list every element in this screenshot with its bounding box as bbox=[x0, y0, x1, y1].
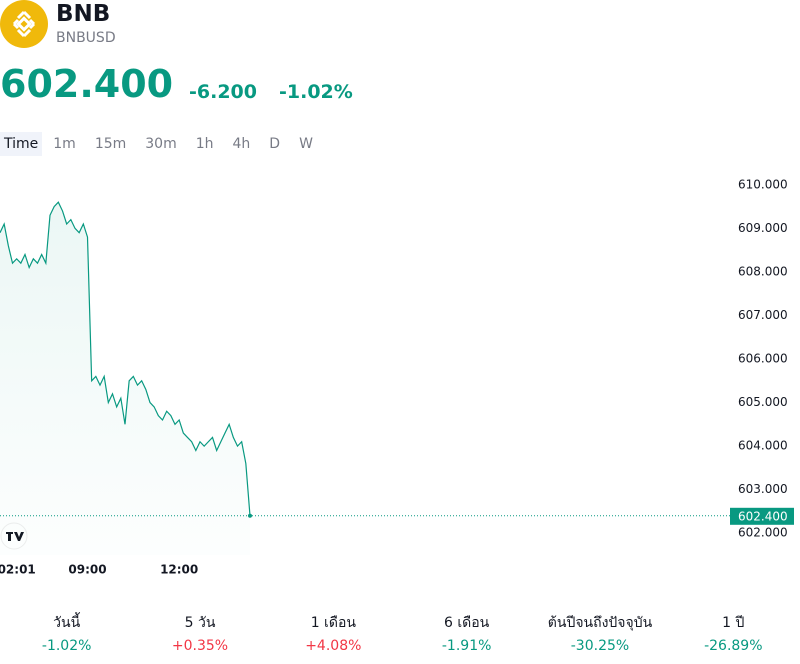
change-percent: -1.02% bbox=[279, 81, 353, 103]
y-tick-label: 610.000 bbox=[738, 177, 788, 191]
performance-value: +4.08% bbox=[305, 638, 362, 654]
performance-value: -30.25% bbox=[570, 638, 630, 654]
last-price-label: 602.400 bbox=[738, 509, 788, 523]
tab[interactable]: D bbox=[269, 136, 281, 152]
performance-item[interactable]: 1 เดือน +4.08% bbox=[267, 612, 400, 654]
performance-label: 1 เดือน bbox=[310, 615, 356, 631]
tabs: Time 1m 15m 30m 1h 4h D W bbox=[0, 132, 324, 156]
performance-value: -26.89% bbox=[704, 638, 763, 654]
x-tick-label: 12:00 bbox=[160, 563, 198, 577]
y-tick-label: 609.000 bbox=[738, 221, 788, 235]
change: -6.200 bbox=[189, 81, 257, 103]
performance-item[interactable]: ต้นปีจนถึงปัจจุบัน -30.25% bbox=[533, 612, 666, 654]
chart: 602.000 603.000 604.000 605.000 606.000 607.0… bbox=[0, 177, 794, 577]
last-point bbox=[248, 513, 252, 518]
performance-label: วันนี้ bbox=[53, 615, 81, 631]
performance: วันนี้ -1.02% 5 วัน +0.35% 1 เดือน +4.08% 6 เด… bbox=[0, 612, 800, 654]
y-tick-label: 603.000 bbox=[738, 482, 788, 496]
y-tick-label: 604.000 bbox=[738, 439, 788, 453]
performance-item[interactable]: วันนี้ -1.02% bbox=[0, 612, 133, 654]
performance-label: 5 วัน bbox=[184, 615, 216, 631]
tab[interactable]: 1h bbox=[195, 136, 214, 152]
tab[interactable]: 30m bbox=[145, 136, 177, 152]
tab[interactable]: 4h bbox=[232, 136, 251, 152]
y-tick-label: 608.000 bbox=[738, 264, 788, 278]
tab[interactable]: W bbox=[299, 136, 313, 152]
performance-value: +0.35% bbox=[171, 638, 229, 654]
performance-label: ต้นปีจนถึงปัจจุบัน bbox=[547, 615, 653, 631]
performance-item[interactable]: 5 วัน +0.35% bbox=[133, 612, 266, 654]
performance-item[interactable]: 6 เดือน -1.91% bbox=[400, 612, 533, 654]
y-tick-label: 602.000 bbox=[738, 526, 788, 540]
y-tick-label: 607.000 bbox=[738, 308, 788, 322]
performance-label: 6 เดือน bbox=[444, 615, 490, 631]
performance-label: 1 ปี bbox=[722, 615, 745, 631]
tab[interactable]: 15m bbox=[94, 136, 127, 152]
symbol: BNB bbox=[56, 1, 111, 27]
x-tick-label: 02:01 bbox=[0, 563, 36, 577]
ticker: BNBUSD bbox=[56, 30, 116, 46]
performance-value: -1.02% bbox=[41, 638, 92, 654]
y-tick-label: 606.000 bbox=[738, 352, 788, 366]
tab[interactable]: Time bbox=[0, 132, 43, 156]
y-tick-label: 605.000 bbox=[738, 395, 788, 409]
performance-item[interactable]: 1 ปี -26.89% bbox=[667, 612, 800, 654]
tab[interactable]: 1m bbox=[53, 136, 76, 152]
line bbox=[0, 201, 251, 516]
price: 602.400 bbox=[0, 62, 174, 106]
x-tick-label: 09:00 bbox=[68, 563, 106, 577]
performance-value: -1.91% bbox=[441, 638, 492, 654]
last-price-box bbox=[730, 507, 794, 525]
area bbox=[0, 202, 250, 555]
logo bbox=[0, 0, 48, 48]
